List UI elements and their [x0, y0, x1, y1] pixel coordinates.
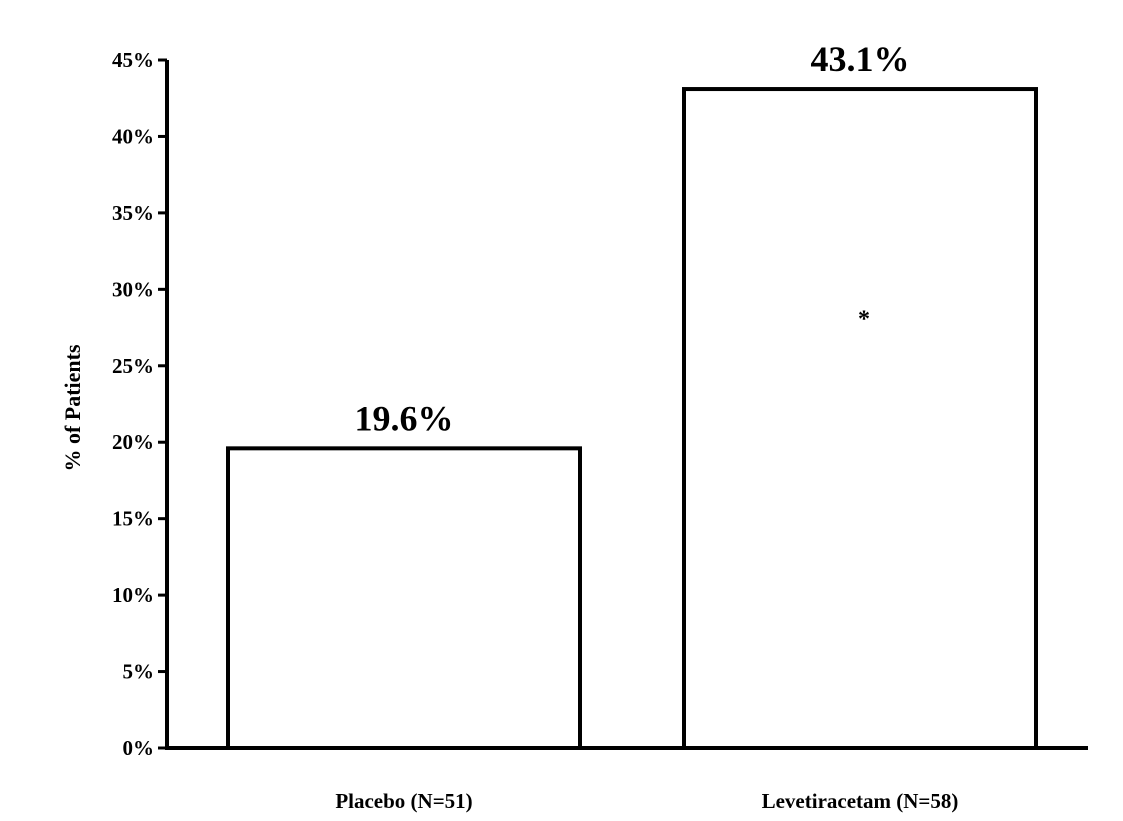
- bars-group: [226, 87, 1038, 750]
- y-tick-label-7: 35%: [112, 201, 154, 225]
- y-tick-label-0: 0%: [123, 736, 155, 760]
- category-label-1: Levetiracetam (N=58): [762, 789, 959, 813]
- y-ticks-group: 0% 5% 10% 15% 20% 25% 30% 35% 40% 45%: [112, 48, 167, 760]
- y-tick-label-2: 10%: [112, 583, 154, 607]
- y-tick-label-4: 20%: [112, 430, 154, 454]
- y-axis-label: % of Patients: [60, 344, 85, 472]
- labels-group: 19.6% Placebo (N=51) 43.1% Levetiracetam (N…: [335, 39, 958, 813]
- y-tick-label-9: 45%: [112, 48, 154, 72]
- y-tick-label-1: 5%: [123, 660, 155, 684]
- bar-1: [682, 87, 1038, 750]
- data-label-0: 19.6%: [355, 398, 454, 438]
- axes-group: [165, 60, 1088, 750]
- y-tick-label-5: 25%: [112, 354, 154, 378]
- y-tick-label-8: 40%: [112, 124, 154, 148]
- category-label-0: Placebo (N=51): [335, 789, 472, 813]
- data-label-1: 43.1%: [811, 39, 910, 79]
- significance-asterisk: *: [858, 306, 870, 332]
- bar-0: [226, 446, 582, 750]
- y-tick-label-6: 30%: [112, 277, 154, 301]
- y-tick-label-3: 15%: [112, 507, 154, 531]
